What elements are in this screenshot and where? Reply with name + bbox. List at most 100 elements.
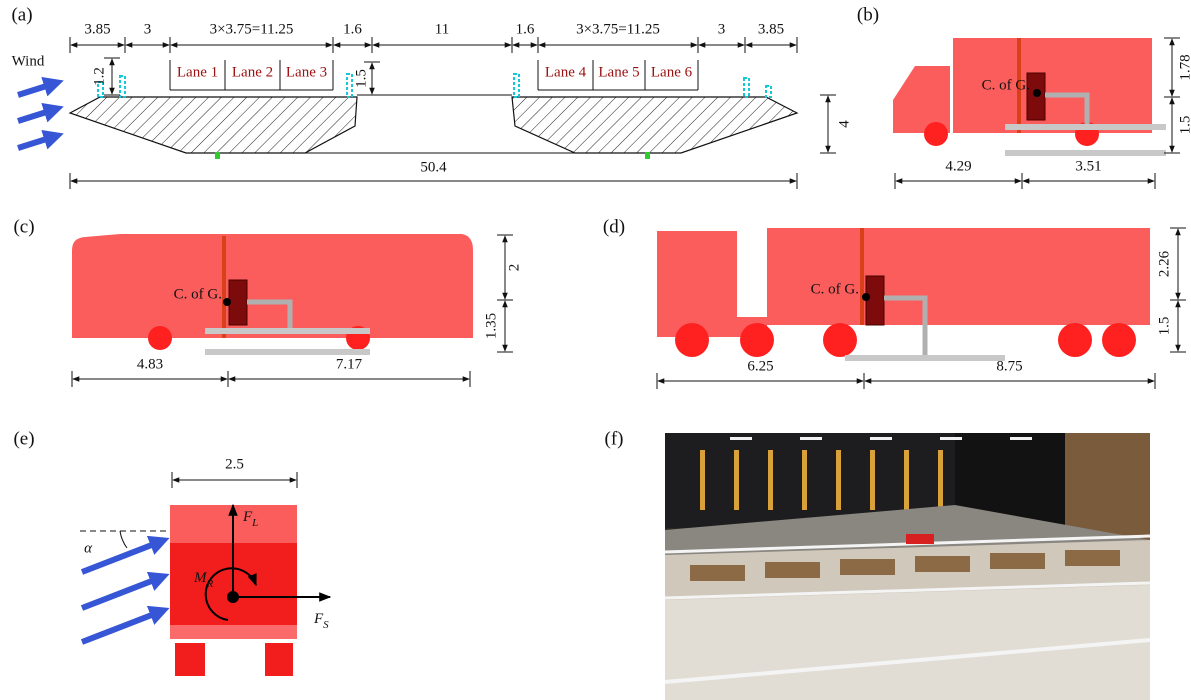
girder-left	[70, 97, 357, 153]
panel-label: (f)	[605, 428, 624, 449]
support-plate	[1005, 124, 1166, 130]
subscript: S	[323, 619, 329, 631]
truck-cab	[893, 66, 950, 133]
wheel	[1058, 323, 1092, 357]
bearing	[215, 152, 220, 159]
support-plate	[1005, 150, 1166, 156]
balance-block	[229, 280, 247, 325]
spire	[836, 450, 841, 510]
dimension-label: 3.85	[84, 21, 110, 37]
figure: (a)Wind3.8533×3.75=11.251.6111.63×3.75=1…	[0, 0, 1191, 700]
lane-label: Lane 5	[598, 64, 639, 80]
wind-tunnel-photo	[665, 433, 1150, 700]
dimension-label: 1.78	[1177, 54, 1191, 80]
ceiling-light	[870, 437, 892, 440]
wheel	[675, 323, 709, 357]
moment-centre	[227, 591, 239, 603]
support-plate	[205, 328, 370, 334]
cog-label: C. of G.	[982, 77, 1030, 93]
side-force-label: FS	[313, 611, 329, 630]
wheel	[1102, 323, 1136, 357]
dimension-label: 7.17	[336, 356, 363, 372]
vehicle-foot	[175, 643, 205, 676]
railing	[514, 74, 519, 97]
dimension-label: 1.2	[91, 67, 107, 86]
wheel	[148, 326, 172, 350]
spire	[700, 450, 705, 510]
centre-of-gravity	[223, 298, 231, 306]
subscript: L	[251, 517, 258, 529]
tunnel-wall-right	[1065, 433, 1150, 543]
model-truck	[906, 534, 934, 544]
vehicle-base	[170, 625, 297, 639]
centre-of-gravity	[1033, 89, 1041, 97]
balance-block	[866, 276, 884, 325]
vehicle-foot	[265, 643, 293, 676]
wind-arrow	[82, 611, 162, 642]
cog-label: C. of G.	[811, 281, 859, 297]
spire	[938, 450, 943, 510]
cog-label: C. of G.	[174, 286, 222, 302]
dimension-label: 1.35	[483, 313, 499, 339]
angle-arc	[120, 531, 127, 548]
deck-opening	[840, 559, 895, 575]
page: { "panel_a": { "label": "(a)", "wind": "…	[0, 0, 1191, 700]
dimension-label: 2	[506, 264, 522, 272]
wind-arrow	[82, 577, 162, 608]
panel-label: (e)	[13, 428, 34, 449]
panel-label: (b)	[857, 4, 879, 25]
railing	[347, 74, 352, 97]
railing	[766, 86, 771, 97]
dimension-label: 1.5	[1177, 116, 1191, 135]
dimension-label: 1.6	[516, 21, 535, 37]
lane-label: Lane 4	[545, 64, 587, 80]
dimension-label: 1.6	[343, 21, 362, 37]
dimension-label: 3	[144, 21, 152, 37]
ceiling-light	[940, 437, 962, 440]
railing	[120, 76, 125, 97]
deck-opening	[990, 553, 1045, 569]
bearing	[645, 152, 650, 159]
centre-line	[860, 228, 864, 325]
deck-opening	[765, 562, 820, 578]
ceiling-light	[800, 437, 822, 440]
support-plate	[845, 355, 1005, 361]
panel-label: (c)	[13, 216, 34, 237]
dimension-label: 4.29	[945, 158, 971, 174]
dimension-label: 3.51	[1075, 158, 1101, 174]
railing	[744, 78, 749, 97]
dimension-label: 2.5	[225, 456, 244, 472]
lane-label: Lane 1	[177, 64, 218, 80]
dimension-label: 1.5	[353, 69, 369, 88]
dimension-label: 1.5	[1156, 317, 1172, 336]
bus-body	[72, 234, 473, 338]
dimension-label: 50.4	[420, 159, 447, 175]
dimension-label: 8.75	[996, 358, 1022, 374]
ceiling-light	[730, 437, 752, 440]
dimension-label: 3×3.75=11.25	[210, 21, 294, 37]
dimension-label: 6.25	[747, 358, 773, 374]
wind-arrow	[18, 109, 56, 121]
dimension-label: 4	[836, 120, 852, 128]
spire	[904, 450, 909, 510]
panel-label: (d)	[603, 216, 625, 237]
wind-arrow	[18, 83, 56, 95]
spire	[870, 450, 875, 510]
panel-label: (a)	[11, 4, 32, 25]
spire	[768, 450, 773, 510]
dimension-label: 3.85	[758, 21, 784, 37]
wind-arrow	[82, 541, 162, 572]
dimension-label: 3	[718, 21, 726, 37]
wind-label: Wind	[12, 53, 45, 69]
centre-line	[222, 236, 226, 338]
deck-opening	[690, 565, 745, 581]
subscript: R	[206, 578, 214, 590]
dimension-label: 4.83	[137, 356, 163, 372]
wind-arrow	[18, 136, 56, 148]
dimension-label: 3×3.75=11.25	[576, 21, 660, 37]
lane-label: Lane 2	[232, 64, 273, 80]
centre-of-gravity	[862, 293, 870, 301]
trailer	[767, 228, 1150, 325]
tractor-cab	[657, 231, 767, 337]
wheel	[740, 323, 774, 357]
